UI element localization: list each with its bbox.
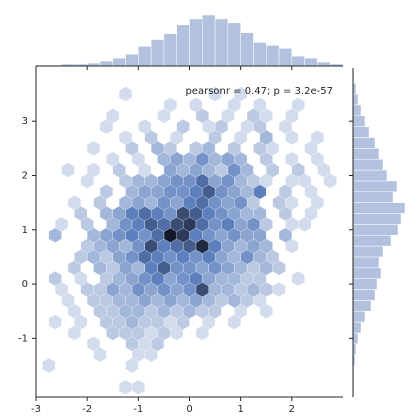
hex-cell bbox=[189, 97, 203, 113]
y-hist-bar bbox=[352, 234, 392, 247]
x-hist-bar bbox=[125, 53, 139, 67]
hex-cell bbox=[208, 86, 222, 102]
y-hist-bar bbox=[352, 191, 394, 203]
y-hist-bar bbox=[352, 310, 366, 323]
x-hist-bar bbox=[266, 45, 280, 67]
hex-cell bbox=[291, 97, 305, 113]
x-tick-label: 2 bbox=[289, 404, 295, 415]
x-hist-bar bbox=[278, 48, 293, 67]
y-hist-bar bbox=[352, 213, 402, 225]
x-hist-bar bbox=[138, 46, 152, 67]
y-hist-bar bbox=[352, 158, 384, 171]
annotation: pearsonr = 0.47; p = 3.2e-57 bbox=[185, 86, 333, 97]
x-hist-bar bbox=[240, 32, 254, 67]
y-hist-bar bbox=[352, 256, 380, 269]
y-hist-bar bbox=[352, 278, 378, 290]
x-hist-bar bbox=[189, 18, 203, 67]
y-tick-label: 3 bbox=[22, 116, 28, 127]
hex-cell bbox=[272, 281, 286, 298]
y-hist-bar bbox=[352, 224, 399, 236]
hex-cell bbox=[106, 108, 120, 124]
y-hist-bar bbox=[352, 126, 370, 138]
hex-cell bbox=[42, 357, 56, 374]
x-tick-label: -2 bbox=[82, 404, 92, 415]
hex-cell bbox=[189, 140, 203, 156]
x-hist-bar bbox=[304, 57, 318, 67]
y-hist-bar bbox=[352, 289, 376, 301]
hex-cell bbox=[48, 314, 62, 330]
hex-cell bbox=[106, 151, 120, 167]
y-hist-bar bbox=[352, 169, 388, 182]
y-hist-bar bbox=[352, 267, 382, 279]
y-hist-bar bbox=[352, 245, 384, 258]
hex-cell bbox=[291, 271, 305, 287]
hex-cell bbox=[118, 129, 133, 146]
hex-cell bbox=[176, 119, 190, 135]
y-hist-bar bbox=[352, 104, 362, 117]
x-hist-bar bbox=[291, 55, 305, 67]
x-tick-label: 1 bbox=[237, 404, 243, 415]
hex-cell bbox=[253, 97, 267, 113]
x-hist-bar bbox=[253, 42, 267, 67]
y-hist-bar bbox=[352, 202, 406, 214]
x-hist-bar bbox=[99, 60, 114, 67]
y-hist-bar bbox=[352, 300, 372, 312]
y-hist-bar bbox=[352, 115, 366, 127]
hex-cell bbox=[87, 336, 101, 352]
y-tick-label: 1 bbox=[22, 225, 28, 236]
hex-cell bbox=[285, 151, 299, 167]
x-hist-bar bbox=[176, 24, 190, 67]
hex-cell bbox=[87, 140, 101, 156]
hex-cell bbox=[131, 379, 145, 395]
x-tick-label: -1 bbox=[133, 404, 143, 415]
y-hist-bar bbox=[352, 148, 380, 160]
x-hist-bar bbox=[214, 18, 229, 67]
hex-cell bbox=[67, 195, 81, 211]
hex-cell bbox=[48, 271, 62, 287]
hex-cell bbox=[163, 97, 177, 113]
y-hist-bar bbox=[352, 332, 359, 345]
y-hist-bar bbox=[352, 180, 398, 193]
y-tick-label: 2 bbox=[22, 170, 28, 181]
x-hist-bar bbox=[202, 14, 216, 67]
y-hist-bar bbox=[352, 321, 362, 334]
x-hist-bar bbox=[317, 61, 331, 67]
x-hist-bar bbox=[112, 57, 126, 67]
hex-cell bbox=[99, 184, 113, 200]
y-tick-label: 0 bbox=[22, 279, 28, 290]
x-hist-bar bbox=[163, 33, 177, 67]
hex-cell bbox=[55, 216, 69, 232]
y-hist-bar bbox=[352, 93, 359, 106]
hex-cell bbox=[118, 86, 133, 102]
y-tick-label: -1 bbox=[18, 333, 28, 344]
x-tick-label: 0 bbox=[186, 404, 192, 415]
x-tick-label: -3 bbox=[31, 404, 41, 415]
x-hist-bar bbox=[150, 39, 165, 67]
hex-cell bbox=[87, 162, 101, 178]
hex-cell bbox=[118, 379, 133, 395]
hex-cell bbox=[310, 129, 324, 146]
hex-cell bbox=[234, 86, 248, 102]
y-hist-bar bbox=[352, 137, 376, 149]
x-hist-bar bbox=[227, 22, 241, 67]
hex-cell bbox=[61, 162, 75, 178]
hex-cell bbox=[138, 119, 152, 135]
